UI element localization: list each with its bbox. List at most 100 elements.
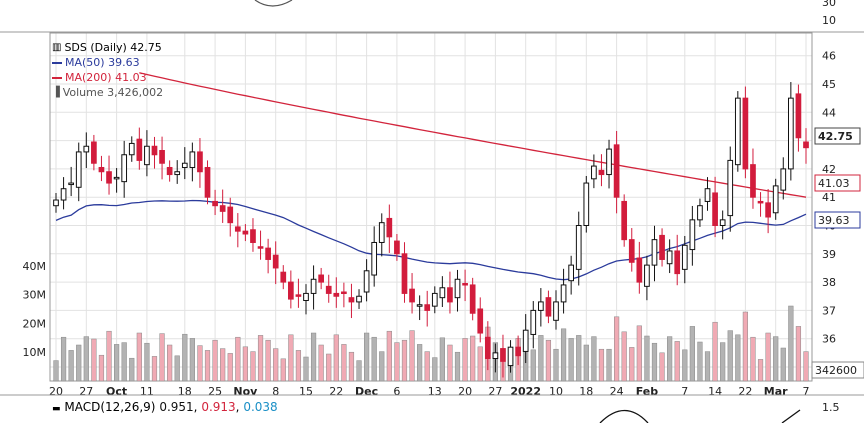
candle [219,205,226,212]
volume-bar [174,355,180,382]
volume-bar [235,336,241,382]
candle [181,162,188,168]
top-partial-tick-10: 10 [822,14,836,27]
volume-bar [129,357,135,382]
volume-bar [288,334,294,382]
candle [121,154,128,183]
volume-bar [265,339,271,382]
volume-bar [720,342,726,382]
candle [712,192,718,226]
date-tick-label: 22 [329,385,343,398]
legend-ma50: MA(50) 39.63 [65,56,140,69]
candle [462,283,468,286]
macd-legend: ▬ MACD(12,26,9) 0.951, 0.913, 0.038 [52,400,278,414]
candle [727,159,734,217]
volume-bar [318,344,324,382]
legend-ma200-row: MA(200) 41.03 [52,70,163,85]
volume-bar [394,342,400,382]
volume-bar [401,339,408,382]
volume-bar [227,353,233,382]
candle [598,169,605,176]
volume-bar [636,325,642,382]
candle [325,285,332,294]
candle [553,301,559,321]
candle [583,182,590,227]
volume-tick-label: 40M [23,260,47,273]
date-tick-label: 15 [299,385,313,398]
candle [144,145,150,166]
candle [265,247,271,260]
volume-bar [303,356,309,382]
candle [788,97,794,170]
volume-bar [583,344,589,382]
volume-bar [644,335,650,382]
candle [378,222,385,243]
candle [174,171,181,176]
moving-averages [55,72,807,281]
volume-bar [651,342,658,382]
volume-bar [91,338,97,382]
candle [113,176,120,180]
volume-bar [212,339,218,382]
candle [197,151,203,173]
date-tick-label: 2022 [510,385,541,398]
candle [704,188,711,202]
date-tick-label: 25 [208,385,222,398]
price-tick-label: 42 [822,163,836,176]
candle [795,93,802,139]
volume-bar [220,348,226,382]
price-candles [53,82,809,378]
candle [310,278,317,294]
candle [212,200,218,207]
volume-bar [712,321,718,382]
legend-symbol-row: ▥ SDS (Daily) 42.75 [52,40,163,55]
legend-symbol: SDS (Daily) 42.75 [64,41,162,54]
candle [227,206,234,224]
volume-bar [242,346,248,382]
volume-bar [348,351,355,382]
candle [68,182,75,186]
candle [545,297,552,317]
volume-bar [735,334,741,382]
candle [560,284,567,303]
volume-bar [257,335,264,382]
price-tick-label: 36 [822,333,836,346]
candle [697,205,703,221]
candle [98,166,105,173]
candle [371,241,378,276]
candle [53,199,59,207]
candle [333,292,340,297]
volume-bar [159,333,165,382]
candle [91,141,97,164]
volume-bar [386,330,392,382]
volume-bar [432,357,438,382]
volume-bars [53,305,809,382]
candle [159,150,165,164]
volume-bar [333,334,339,382]
volume-bar [439,337,445,382]
volume-bar [424,351,430,382]
volume-bar [356,360,362,382]
volume-bar [326,353,332,382]
volume-bar [795,326,802,382]
macd-line-snippet [599,409,649,423]
volume-bar [310,332,317,382]
candle [666,250,673,265]
volume-bar [98,354,105,382]
candle [318,274,325,283]
date-tick-label: 10 [549,385,563,398]
volume-bar [780,347,786,382]
volume-bar [750,336,756,382]
candle [341,291,347,295]
volume-bar [371,336,377,382]
plot-frame [49,32,813,382]
legend-ma200: MA(200) 41.03 [65,71,147,84]
candle [106,171,112,184]
candle [780,168,787,191]
volume-bar [704,351,711,382]
candle [719,219,726,226]
volume-bar [667,336,673,382]
candle [204,166,211,198]
volume-bar [295,350,302,382]
volume-bar [606,348,612,382]
